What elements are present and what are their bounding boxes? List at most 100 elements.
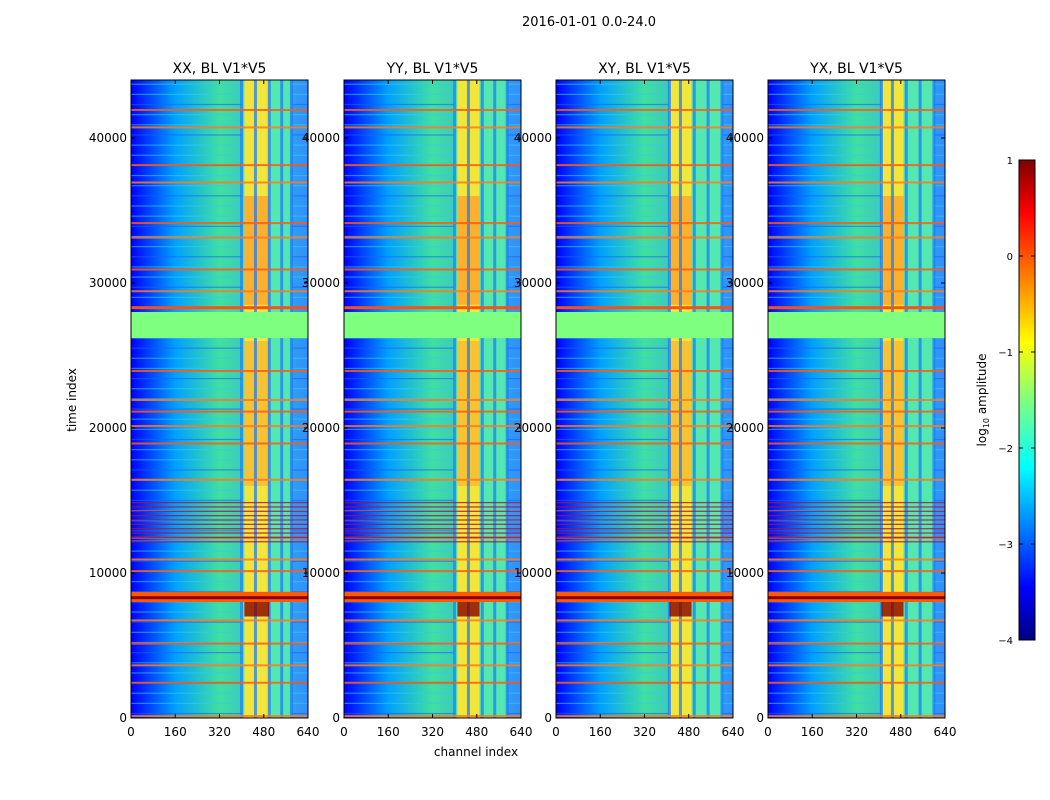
heatmap-texture-row bbox=[556, 509, 733, 512]
heatmap-texture-row bbox=[768, 174, 945, 177]
rfi-row bbox=[556, 370, 733, 372]
heatmap-texture-row bbox=[131, 580, 308, 583]
x-tick-label: 480 bbox=[677, 725, 700, 739]
striped-row bbox=[131, 532, 308, 534]
heatmap-texture-row bbox=[556, 154, 733, 156]
striped-row bbox=[768, 510, 945, 512]
rfi-row bbox=[556, 268, 733, 271]
rfi-row bbox=[131, 478, 308, 481]
rfi-row bbox=[131, 425, 308, 428]
striped-row bbox=[556, 519, 733, 521]
heatmap-texture-row bbox=[768, 530, 945, 532]
figure-suptitle: 2016-01-01 0.0-24.0 bbox=[522, 15, 656, 30]
heatmap-texture-row bbox=[768, 296, 945, 298]
rfi-row bbox=[131, 570, 308, 573]
rfi-row bbox=[768, 236, 945, 239]
heatmap-texture-row bbox=[344, 520, 521, 522]
heatmap-texture-row bbox=[344, 509, 521, 512]
rfi-row bbox=[131, 619, 308, 622]
colorbar-label: log10 amplitude bbox=[975, 354, 991, 447]
heatmap-texture-row bbox=[344, 103, 521, 106]
rfi-row bbox=[556, 290, 733, 293]
heatmap-texture-row bbox=[131, 114, 308, 116]
heatmap-texture-row bbox=[768, 418, 945, 420]
heatmap-texture-row bbox=[131, 256, 308, 258]
rfi-row bbox=[768, 399, 945, 401]
panel-title: XY, BL V1*V5 bbox=[598, 61, 691, 77]
heatmap-texture-row bbox=[768, 591, 945, 593]
striped-row bbox=[131, 536, 308, 539]
rfi-row bbox=[344, 126, 521, 129]
x-tick-label: 160 bbox=[377, 725, 400, 739]
heatmap-texture-row bbox=[556, 357, 733, 359]
heatmap-texture-row bbox=[131, 154, 308, 156]
heatmap-texture-row bbox=[131, 702, 308, 704]
colorbar-label-rest: amplitude bbox=[975, 354, 989, 418]
striped-row bbox=[768, 532, 945, 534]
rfi-row bbox=[131, 681, 308, 684]
y-tick-label: 20000 bbox=[89, 421, 127, 435]
heatmap-texture-row bbox=[131, 621, 308, 623]
x-tick-label: 640 bbox=[722, 725, 745, 739]
x-axis-label: channel index bbox=[434, 745, 518, 759]
heatmap-texture-row bbox=[131, 672, 308, 674]
rfi-row bbox=[344, 268, 521, 271]
striped-row bbox=[556, 506, 733, 508]
heatmap-texture-row bbox=[556, 662, 733, 664]
striped-row bbox=[556, 501, 733, 504]
heatmap-texture-row bbox=[131, 296, 308, 298]
bright-band-core bbox=[768, 596, 945, 600]
heatmap-texture-row bbox=[768, 712, 945, 715]
heatmap-texture-row bbox=[344, 195, 521, 197]
y-tick-label: 0 bbox=[544, 711, 552, 725]
rfi-row bbox=[344, 681, 521, 684]
heatmap-texture-row bbox=[556, 672, 733, 674]
heatmap-texture-row bbox=[344, 347, 521, 349]
rfi-row bbox=[344, 290, 521, 293]
rfi-row bbox=[556, 109, 733, 111]
heatmap-texture-row bbox=[556, 246, 733, 248]
heatmap-texture-row bbox=[344, 357, 521, 359]
heatmap-texture-row bbox=[768, 550, 945, 552]
heatmap-texture-row bbox=[556, 712, 733, 715]
heatmap-texture-row bbox=[131, 428, 308, 430]
rfi-row bbox=[556, 558, 733, 561]
y-tick-label: 40000 bbox=[302, 131, 340, 145]
flagged-block bbox=[131, 312, 308, 339]
panel-title: XX, BL V1*V5 bbox=[173, 61, 267, 77]
x-tick-label: 160 bbox=[801, 725, 824, 739]
heatmap-texture-row bbox=[344, 124, 521, 126]
heatmap-texture-row bbox=[556, 296, 733, 298]
heatmap-texture-row bbox=[556, 489, 733, 491]
panel-title: YX, BL V1*V5 bbox=[809, 61, 903, 77]
heatmap-texture-row bbox=[768, 256, 945, 258]
rfi-row bbox=[344, 164, 521, 167]
striped-row bbox=[131, 523, 308, 525]
striped-row bbox=[768, 523, 945, 525]
heatmap-texture-row bbox=[131, 195, 308, 197]
rfi-row bbox=[768, 181, 945, 184]
x-tick-label: 480 bbox=[465, 725, 488, 739]
y-tick-label: 20000 bbox=[514, 421, 552, 435]
panels-group: XX, BL V1*V5 0 160 320 480 640 0 10000 20000 3000… bbox=[89, 61, 957, 739]
x-tick-label: 0 bbox=[552, 725, 560, 739]
heatmap-texture-row bbox=[344, 83, 521, 85]
heatmap-texture-row bbox=[344, 672, 521, 674]
heatmap-texture-row bbox=[344, 144, 521, 146]
rfi-row bbox=[344, 442, 521, 445]
bright-band-drip bbox=[457, 602, 480, 617]
y-tick-label: 20000 bbox=[302, 421, 340, 435]
heatmap-texture-row bbox=[768, 459, 945, 461]
rfi-row bbox=[556, 222, 733, 225]
rfi-row bbox=[556, 126, 733, 129]
colorbar-label-main: log bbox=[975, 428, 989, 446]
heatmap-texture-row bbox=[344, 235, 521, 238]
heatmap-texture-row bbox=[768, 611, 945, 613]
heatmap-texture-row bbox=[556, 702, 733, 704]
rfi-row bbox=[768, 222, 945, 225]
heatmap-texture-row bbox=[768, 114, 945, 116]
rfi-row bbox=[556, 570, 733, 573]
striped-row bbox=[344, 541, 521, 543]
heatmap-texture-row bbox=[556, 550, 733, 552]
y-tick-label: 40000 bbox=[89, 131, 127, 145]
